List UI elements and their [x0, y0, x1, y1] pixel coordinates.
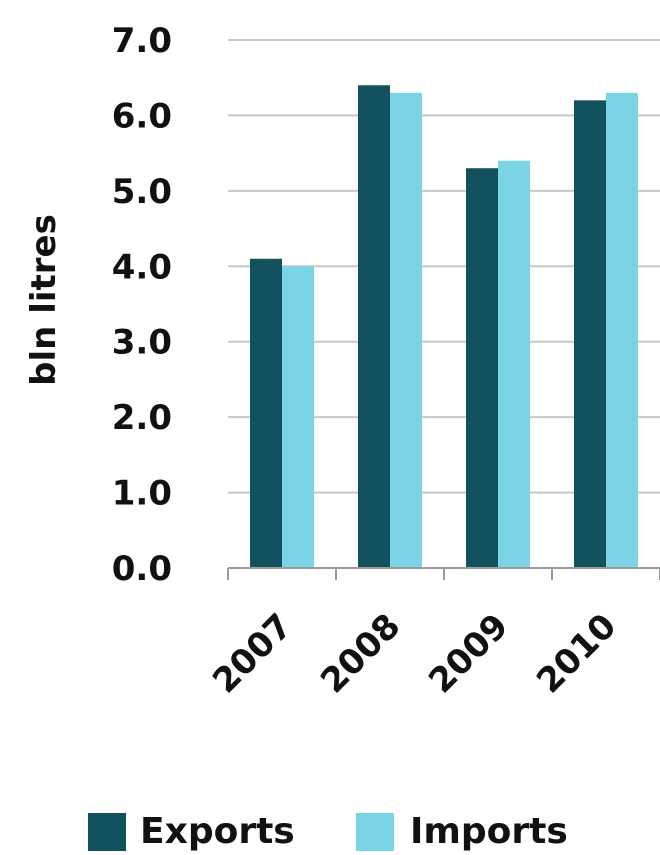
y-axis-label: bln litres [24, 214, 64, 386]
legend-label-exports: Exports [140, 811, 295, 852]
x-tick-label: 2008 [313, 606, 408, 701]
bar-exports-2007 [250, 258, 282, 568]
bar-exports-2010 [574, 100, 606, 568]
y-tick-label: 3.0 [112, 323, 172, 363]
legend-label-imports: Imports [410, 811, 568, 852]
x-tick-label: 2009 [421, 606, 516, 701]
bar-imports-2008 [390, 92, 422, 569]
bar-imports-2010 [606, 92, 638, 569]
legend-swatch-imports [356, 813, 394, 851]
y-tick-label: 7.0 [112, 21, 172, 61]
y-tick-label: 1.0 [112, 474, 172, 514]
bars [250, 85, 638, 569]
x-axis [227, 567, 660, 580]
y-tick-label: 0.0 [112, 549, 172, 589]
y-axis-ticks: 0.0 1.0 2.0 3.0 4.0 5.0 6.0 7.0 [112, 21, 172, 589]
x-tick-label: 2007 [205, 606, 300, 701]
x-tick-label: 2010 [529, 606, 624, 701]
legend: Exports Imports [88, 811, 568, 852]
x-axis-ticks: 2007 2008 2009 2010 [205, 606, 624, 701]
legend-swatch-exports [88, 813, 126, 851]
bar-imports-2009 [498, 160, 530, 568]
bar-imports-2007 [282, 266, 314, 568]
y-tick-label: 6.0 [112, 96, 172, 136]
y-tick-label: 4.0 [112, 247, 172, 287]
bar-exports-2009 [466, 168, 498, 568]
bar-exports-2008 [358, 85, 390, 568]
y-tick-label: 2.0 [112, 398, 172, 438]
y-tick-label: 5.0 [112, 172, 172, 212]
